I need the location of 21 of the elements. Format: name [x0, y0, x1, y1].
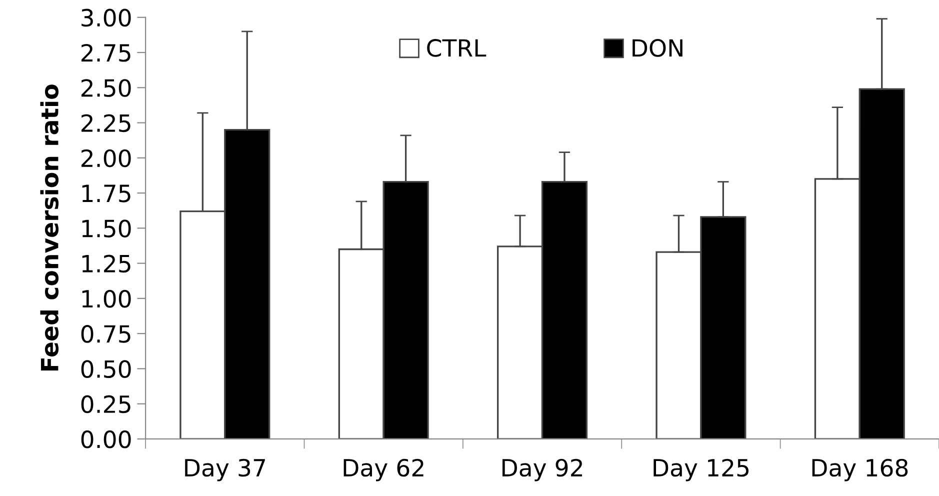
y-tick-label: 2.00	[82, 149, 131, 168]
x-tick-label: Day 62	[344, 458, 424, 482]
y-tick-label: 2.50	[82, 79, 131, 97]
y-tick-label: 1.00	[82, 290, 131, 308]
y-tick-label: 1.75	[82, 184, 130, 202]
y-tick-label: 1.25	[82, 254, 130, 273]
y-tick-label: 0.50	[81, 360, 131, 378]
y-tick-label: 0.25	[81, 395, 130, 414]
y-tick-label: 0.75	[81, 325, 130, 343]
legend-label: CTRL	[427, 39, 486, 57]
y-tick-label: 2.75	[82, 44, 130, 62]
x-tick-label: Day 125	[654, 458, 748, 482]
x-tick-label: Day 37	[185, 458, 265, 482]
x-tick-label: Day 92	[502, 458, 582, 482]
y-tick-label: 1.50	[82, 220, 131, 238]
y-tick-label: 3.00	[82, 8, 131, 27]
y-axis-title: Feed conversion ratio	[40, 84, 59, 370]
y-tick-label: 2.25	[82, 114, 130, 132]
y-tick-label: 0.00	[81, 430, 131, 448]
x-tick-label: Day 168	[812, 458, 908, 482]
legend-label: DON	[632, 39, 682, 57]
